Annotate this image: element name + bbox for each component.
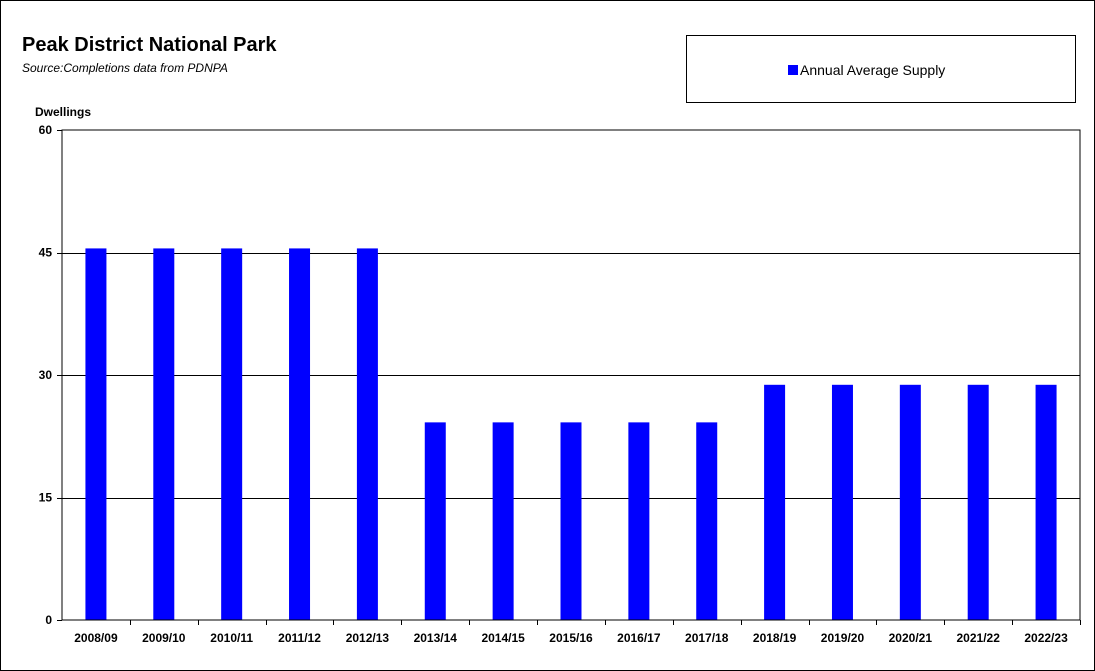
x-tick-label: 2021/22 (957, 631, 1001, 645)
x-tick-label: 2012/13 (346, 631, 390, 645)
legend: Annual Average Supply (686, 35, 1076, 103)
x-tick-label: 2019/20 (821, 631, 865, 645)
bar (628, 422, 650, 620)
x-tick-label: 2014/15 (481, 631, 525, 645)
chart-title: Peak District National Park (22, 34, 277, 56)
bar (424, 422, 446, 620)
bar (153, 248, 175, 620)
bar (899, 384, 921, 620)
x-tick-label: 2016/17 (617, 631, 661, 645)
x-tick-label: 2008/09 (74, 631, 118, 645)
bar (221, 248, 243, 620)
bar (85, 248, 107, 620)
x-tick-label: 2018/19 (753, 631, 797, 645)
x-tick-label: 2022/23 (1024, 631, 1068, 645)
x-tick-label: 2015/16 (549, 631, 593, 645)
x-tick-label: 2009/10 (142, 631, 186, 645)
bar (831, 384, 853, 620)
y-tick-label: 60 (39, 123, 53, 137)
bar (492, 422, 514, 620)
bar (289, 248, 311, 620)
bar (696, 422, 718, 620)
bar (356, 248, 378, 620)
legend-swatch (788, 65, 798, 75)
x-tick-label: 2013/14 (414, 631, 458, 645)
bar (560, 422, 582, 620)
y-tick-label: 0 (45, 613, 52, 627)
y-tick-label: 15 (39, 491, 53, 505)
bar (1035, 384, 1057, 620)
x-tick-label: 2010/11 (210, 631, 253, 645)
y-tick-label: 45 (39, 246, 53, 260)
y-axis-label: Dwellings (35, 105, 91, 119)
chart-subtitle: Source:Completions data from PDNPA (22, 61, 228, 75)
bar (764, 384, 786, 620)
legend-label: Annual Average Supply (800, 62, 946, 78)
x-tick-label: 2017/18 (685, 631, 729, 645)
y-tick-label: 30 (39, 368, 53, 382)
bar (967, 384, 989, 620)
x-tick-label: 2011/12 (278, 631, 321, 645)
x-tick-label: 2020/21 (889, 631, 933, 645)
